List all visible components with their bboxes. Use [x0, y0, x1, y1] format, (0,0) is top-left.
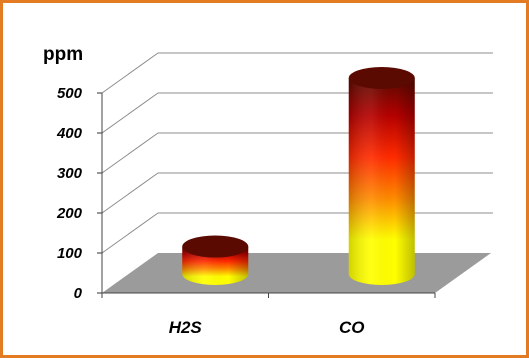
bar-top-cap — [348, 67, 415, 89]
gridline — [101, 52, 493, 94]
gridline — [101, 172, 493, 214]
bars — [182, 67, 415, 285]
y-tick-label: 400 — [56, 125, 83, 142]
y-tick-label: 0 — [74, 285, 83, 302]
bar-h2s — [182, 235, 249, 285]
gridline — [101, 132, 493, 174]
x-category-labels: H2S CO — [169, 318, 365, 337]
gridline — [101, 92, 493, 134]
y-tick-label: 300 — [57, 165, 83, 182]
axes — [97, 92, 436, 298]
bar-shading — [182, 246, 249, 285]
gridline — [101, 212, 493, 254]
cylinder-bar-chart: 0 100 200 300 400 500 H2S CO ppm — [43, 44, 493, 337]
x-category-label: CO — [339, 318, 365, 337]
y-tick-labels: 0 100 200 300 400 500 — [56, 85, 83, 302]
bar-top-cap — [182, 235, 249, 258]
bar-shading — [348, 78, 415, 285]
bar-co — [348, 67, 415, 285]
x-category-label: H2S — [169, 318, 203, 337]
gridlines — [101, 52, 493, 254]
y-tick-label: 500 — [57, 85, 83, 102]
y-tick-label: 200 — [56, 205, 83, 222]
y-tick-label: 100 — [57, 245, 83, 262]
chart-floor — [102, 253, 491, 293]
y-axis-unit-label: ppm — [43, 44, 83, 65]
